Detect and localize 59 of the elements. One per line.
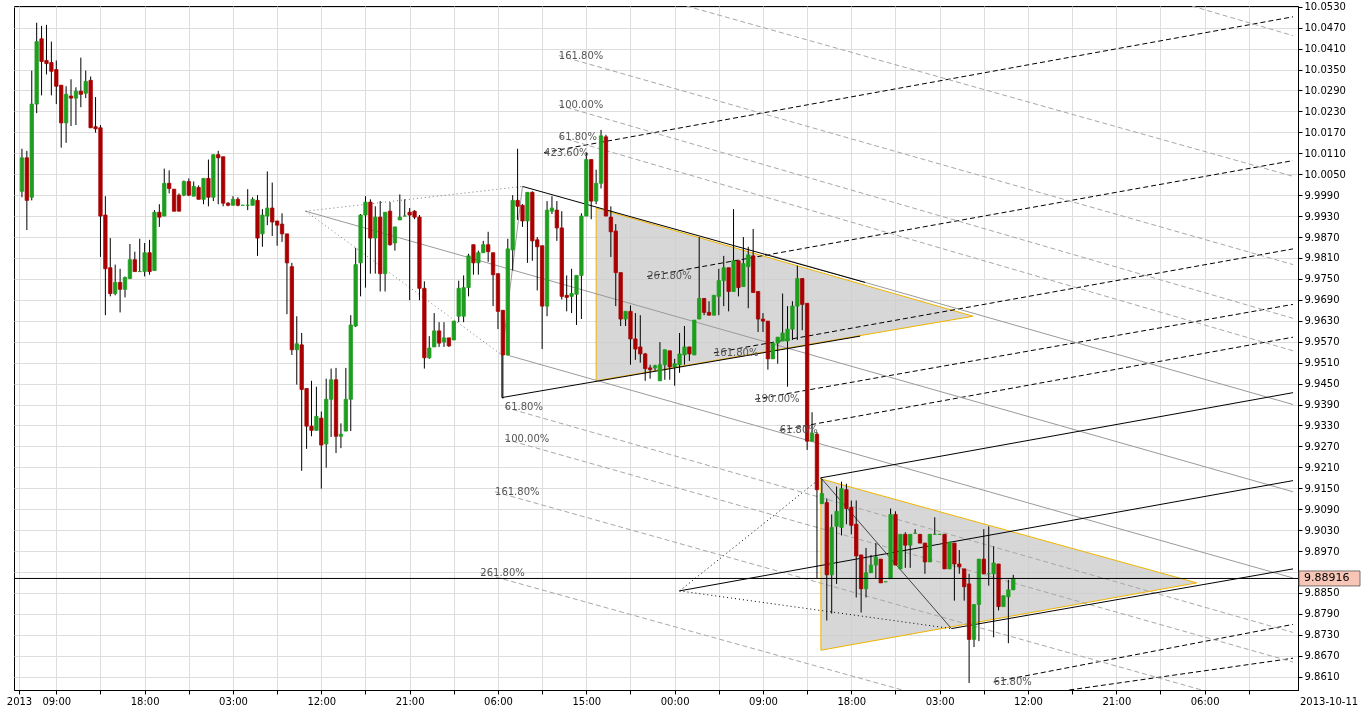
y-tick-label: 9.9630 bbox=[1304, 315, 1340, 327]
annotation: 100.00% bbox=[558, 99, 604, 111]
y-tick-label: 9.9330 bbox=[1304, 419, 1340, 431]
y-tick-label: 9.8670 bbox=[1304, 650, 1340, 662]
y-tick-label: 10.0170 bbox=[1304, 126, 1346, 138]
y-tick-label: 9.9810 bbox=[1304, 252, 1340, 264]
x-tick-label: 06:00 bbox=[484, 695, 513, 707]
y-tick-label: 9.9210 bbox=[1304, 461, 1340, 473]
y-tick-label: 9.9150 bbox=[1304, 482, 1340, 494]
y-tick-label: 9.9930 bbox=[1304, 210, 1340, 222]
y-tick-label: 9.8610 bbox=[1304, 671, 1340, 683]
y-tick-label: 9.8850 bbox=[1304, 587, 1340, 599]
x-tick-label: 21:00 bbox=[1102, 695, 1132, 707]
y-tick-label: 9.8790 bbox=[1304, 608, 1340, 620]
y-tick-label: 9.9510 bbox=[1304, 357, 1340, 369]
y-tick-label: 9.8970 bbox=[1304, 545, 1340, 557]
y-tick-label: 9.8730 bbox=[1304, 629, 1340, 641]
ref-line-label: 9.88916 bbox=[1304, 571, 1350, 585]
annotation: 161.80% bbox=[495, 485, 540, 497]
y-tick-label: 9.9750 bbox=[1304, 273, 1340, 285]
y-tick-label: 9.9030 bbox=[1304, 524, 1340, 536]
x-tick-label: 09:00 bbox=[749, 695, 778, 707]
annotation: 161.80% bbox=[558, 49, 604, 61]
text: 2013-10-11 bbox=[1300, 696, 1359, 707]
y-tick-label: 10.0290 bbox=[1304, 84, 1346, 96]
y-tick-label: 9.9450 bbox=[1304, 378, 1340, 390]
annotation: 190.00% bbox=[755, 393, 800, 405]
x-tick-label: 03:00 bbox=[219, 695, 248, 707]
y-tick-label: 10.0350 bbox=[1304, 64, 1346, 76]
x-tick-label: 21:00 bbox=[395, 695, 425, 707]
y-tick-label: 10.0410 bbox=[1304, 43, 1346, 55]
x-tick-label: 03:00 bbox=[925, 695, 955, 707]
annotation: 261.80% bbox=[480, 566, 525, 578]
x-tick-label: 06:00 bbox=[1190, 695, 1220, 707]
annotation: 61.80% bbox=[558, 130, 597, 142]
y-tick-label: 9.9690 bbox=[1304, 294, 1340, 306]
y-tick-label: 9.9390 bbox=[1304, 399, 1340, 411]
annotation: 61.80% bbox=[993, 675, 1032, 687]
y-tick-label: 10.0530 bbox=[1304, 1, 1346, 13]
y-tick-label: 9.9570 bbox=[1304, 336, 1340, 348]
y-tick-label: 10.0110 bbox=[1304, 147, 1346, 159]
y-tick-label: 10.0050 bbox=[1304, 168, 1346, 180]
annotation: 100.00% bbox=[504, 433, 550, 445]
annotation: 61.80% bbox=[504, 401, 543, 413]
x-tick-label: 18:00 bbox=[837, 695, 867, 707]
x-tick-label: 12:00 bbox=[1014, 695, 1043, 707]
y-tick-label: 9.9090 bbox=[1304, 503, 1340, 515]
y-tick-label: 10.0470 bbox=[1304, 22, 1346, 34]
x-tick-label: 18:00 bbox=[130, 695, 160, 707]
y-tick-label: 10.0230 bbox=[1304, 105, 1346, 117]
x-tick-label: 12:00 bbox=[307, 695, 337, 707]
x-tick-label: 00:00 bbox=[660, 695, 690, 707]
x-tick-label: 15:00 bbox=[572, 695, 602, 707]
y-tick-label: 9.9870 bbox=[1304, 231, 1340, 243]
annotation: 261.80% bbox=[647, 270, 692, 282]
y-tick-label: 9.9270 bbox=[1304, 440, 1340, 452]
x-tick-label: 2013 bbox=[6, 695, 33, 707]
x-tick-label: 09:00 bbox=[42, 695, 72, 707]
y-tick-label: 9.9990 bbox=[1304, 189, 1340, 201]
